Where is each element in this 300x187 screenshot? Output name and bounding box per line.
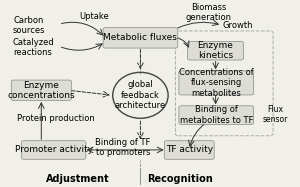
Text: Biomass
generation: Biomass generation <box>186 3 232 22</box>
Text: global
feedback
architecture: global feedback architecture <box>115 80 166 110</box>
Text: Carbon
sources: Carbon sources <box>12 16 45 35</box>
Text: Metabolic fluxes: Metabolic fluxes <box>103 33 177 42</box>
Text: Flux
sensor: Flux sensor <box>263 105 288 124</box>
Text: Catalyzed
reactions: Catalyzed reactions <box>12 38 54 57</box>
Text: Promoter activity: Promoter activity <box>15 145 93 154</box>
FancyBboxPatch shape <box>22 141 86 159</box>
FancyBboxPatch shape <box>188 42 243 60</box>
Text: TF activity: TF activity <box>166 145 213 154</box>
FancyBboxPatch shape <box>179 106 254 124</box>
Text: Uptake: Uptake <box>79 12 109 21</box>
Text: Growth: Growth <box>222 21 253 30</box>
FancyBboxPatch shape <box>179 71 254 95</box>
Text: Binding of TF
to promoters: Binding of TF to promoters <box>95 138 151 157</box>
Text: Protein production: Protein production <box>17 114 95 123</box>
Text: Concentrations of
flux-sensing
metabolites: Concentrations of flux-sensing metabolit… <box>179 68 254 98</box>
Text: Enzyme
concentrations: Enzyme concentrations <box>8 81 75 100</box>
Text: Enzyme
kinetics: Enzyme kinetics <box>198 41 233 60</box>
Text: Adjustment: Adjustment <box>46 174 110 184</box>
Text: Binding of
metabolites to TF: Binding of metabolites to TF <box>179 105 253 125</box>
FancyBboxPatch shape <box>103 28 178 48</box>
FancyBboxPatch shape <box>11 80 71 100</box>
FancyBboxPatch shape <box>164 141 214 159</box>
Text: Recognition: Recognition <box>147 174 213 184</box>
